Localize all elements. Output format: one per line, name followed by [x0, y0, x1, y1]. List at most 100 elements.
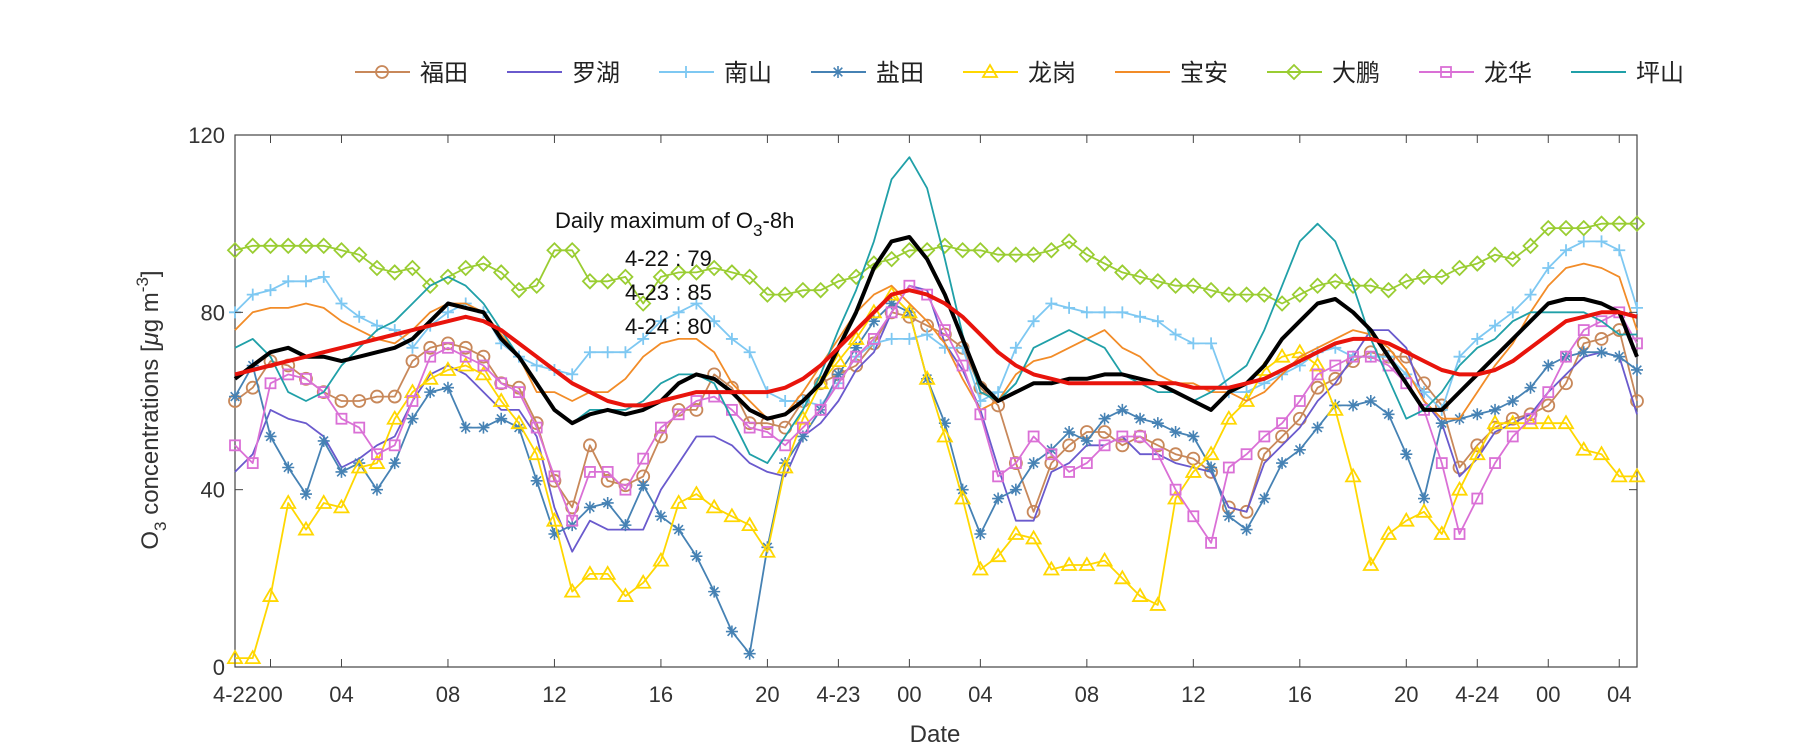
point-4-21 [599, 565, 617, 580]
point-4-64 [1362, 556, 1380, 571]
point-2-25 [672, 306, 685, 319]
point-6-50 [1114, 264, 1131, 281]
point-6-43 [989, 246, 1007, 263]
point-7-41 [956, 359, 969, 372]
legend-label-2: 南山 [724, 59, 772, 87]
point-7-26 [690, 395, 703, 407]
legend-marker-7 [1440, 66, 1452, 78]
point-3-37 [885, 297, 898, 310]
point-6-42 [972, 241, 989, 259]
point-2-1 [246, 288, 259, 301]
point-0-49 [1097, 425, 1112, 439]
point-4-43 [989, 547, 1007, 563]
point-6-57 [1238, 286, 1255, 303]
x-tick-label-3: 08 [436, 682, 460, 707]
point-7-19 [566, 514, 579, 527]
point-4-76 [1575, 440, 1593, 456]
point-4-67 [1415, 503, 1433, 518]
point-3-77 [1595, 346, 1608, 359]
point-0-46 [1044, 456, 1059, 470]
point-3-55 [1205, 461, 1218, 474]
point-6-55 [1202, 281, 1220, 299]
point-7-5 [317, 386, 330, 399]
point-4-11 [421, 370, 439, 385]
point-3-66 [1400, 448, 1413, 461]
point-6-24 [652, 268, 670, 286]
point-7-52 [1151, 448, 1164, 461]
point-4-20 [581, 565, 599, 580]
point-3-28 [725, 625, 738, 638]
point-3-27 [708, 585, 721, 598]
series-9 [233, 235, 1639, 426]
point-4-72 [1504, 414, 1522, 430]
point-6-66 [1398, 273, 1415, 290]
point-6-79 [1628, 215, 1646, 232]
point-6-10 [404, 259, 421, 277]
legend-label-8: 坪山 [1636, 59, 1684, 87]
point-3-62 [1329, 399, 1342, 412]
point-4-15 [492, 392, 510, 407]
point-7-14 [477, 359, 490, 372]
point-4-5 [315, 494, 333, 509]
series-line-10 [234, 288, 1638, 408]
point-2-70 [1471, 332, 1484, 345]
point-7-8 [371, 448, 383, 461]
point-2-28 [725, 332, 738, 345]
point-4-51 [1131, 587, 1149, 602]
point-2-26 [690, 297, 703, 310]
point-3-2 [264, 430, 277, 443]
point-0-69 [1452, 460, 1467, 475]
legend-label-1: 罗湖 [572, 59, 620, 87]
point-3-9 [388, 457, 401, 470]
point-4-19 [563, 582, 581, 598]
point-7-17 [530, 421, 543, 434]
x-tick-label-2: 04 [329, 682, 353, 707]
point-2-52 [1151, 315, 1164, 328]
series-line-6 [234, 222, 1637, 305]
point-6-8 [368, 259, 386, 277]
point-3-40 [938, 417, 951, 430]
point-6-22 [617, 268, 634, 286]
point-3-21 [601, 496, 614, 509]
point-0-53 [1168, 447, 1183, 462]
point-4-2 [261, 587, 280, 602]
point-0-11 [423, 340, 438, 355]
point-6-9 [386, 264, 403, 281]
point-3-6 [335, 465, 348, 478]
point-6-46 [1043, 241, 1060, 259]
point-6-60 [1291, 286, 1309, 303]
point-7-55 [1205, 536, 1217, 549]
series-10 [234, 288, 1638, 408]
point-0-52 [1150, 438, 1165, 453]
point-7-3 [282, 368, 295, 381]
point-6-16 [510, 281, 528, 299]
point-6-73 [1522, 237, 1539, 255]
point-7-33 [814, 403, 827, 416]
point-6-35 [847, 268, 865, 286]
point-3-52 [1151, 417, 1164, 430]
point-3-47 [1063, 426, 1076, 439]
point-6-38 [901, 241, 918, 259]
point-0-75 [1559, 376, 1573, 391]
point-3-26 [690, 550, 703, 563]
point-7-49 [1098, 439, 1111, 452]
annotation-line-2: 4-23 : 85 [625, 280, 712, 305]
y-tick-label-3: 120 [188, 123, 225, 148]
point-6-45 [1025, 246, 1042, 263]
point-3-4 [299, 488, 312, 501]
point-7-34 [832, 377, 845, 390]
point-7-42 [974, 408, 987, 421]
point-3-20 [583, 501, 596, 514]
point-4-13 [457, 356, 475, 372]
point-4-68 [1433, 525, 1451, 540]
point-4-46 [1042, 560, 1060, 576]
point-2-23 [637, 332, 650, 345]
point-0-50 [1115, 438, 1130, 453]
point-2-72 [1506, 306, 1519, 319]
point-7-16 [513, 386, 525, 399]
point-6-77 [1593, 215, 1610, 232]
point-6-27 [705, 259, 723, 277]
point-6-62 [1327, 273, 1344, 290]
point-4-31 [776, 458, 794, 474]
